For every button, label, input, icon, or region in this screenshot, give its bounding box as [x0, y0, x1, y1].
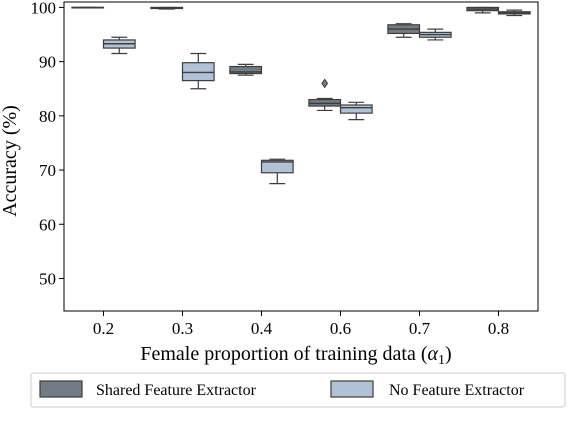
box-shared-feature-extractor-0.6: [308, 78, 342, 112]
axes: 50 60 70 80 90 100 0.2 0.3 0.4 0.6 0.7 0.8: [31, 0, 539, 338]
legend-swatch-shared-feature-extractor: [39, 380, 83, 398]
plot-area: [71, 6, 531, 185]
box-no-feature-extractor-0.7: [418, 28, 452, 41]
axes-frame: [63, 1, 539, 312]
x-tick-label: 0.3: [172, 319, 193, 338]
legend-frame: [30, 372, 566, 408]
box-shared-feature-extractor-0.2: [71, 6, 105, 9]
box-no-feature-extractor-0.3: [181, 52, 215, 90]
box-no-feature-extractor-0.2: [102, 36, 136, 55]
y-tick-label: 80: [39, 107, 56, 126]
x-tick-label: 0.7: [409, 319, 431, 338]
box-no-feature-extractor-0.4: [260, 158, 294, 185]
box-shared-feature-extractor-0.4: [229, 63, 263, 76]
x-axis-title: Female proportion of training data (α1): [140, 343, 451, 368]
x-axis-title-subscript: 1: [438, 353, 445, 368]
box-no-feature-extractor-0.8: [497, 9, 531, 17]
y-tick-label: 60: [39, 215, 56, 234]
legend: Shared Feature Extractor No Feature Extr…: [30, 372, 566, 408]
y-tick-label: 70: [39, 161, 56, 180]
x-axis-title-symbol: α: [427, 343, 438, 365]
legend-swatch-no-feature-extractor: [330, 380, 374, 398]
box-body: [260, 159, 294, 174]
x-tick-label: 0.4: [251, 319, 273, 338]
box-body: [339, 104, 373, 114]
x-tick-label: 0.2: [93, 319, 114, 338]
x-axis-title-text: Female proportion of training data (: [140, 343, 427, 365]
x-tick-label: 0.6: [330, 319, 351, 338]
legend-label-no-feature-extractor: No Feature Extractor: [389, 382, 525, 399]
box-shared-feature-extractor-0.7: [387, 23, 421, 38]
box-body: [181, 62, 215, 82]
box-body: [229, 65, 263, 75]
y-axis-title: Accuracy (%): [0, 105, 21, 217]
outlier-point: [321, 78, 329, 89]
box-shared-feature-extractor-0.8: [466, 6, 500, 14]
legend-label-shared-feature-extractor: Shared Feature Extractor: [96, 382, 257, 399]
x-tick-label: 0.8: [488, 319, 509, 338]
y-tick-label: 90: [39, 53, 56, 72]
y-tick-label: 100: [31, 0, 57, 17]
y-tick-label: 50: [39, 269, 56, 288]
box-no-feature-extractor-0.6: [339, 101, 373, 121]
box-shared-feature-extractor-0.3: [150, 6, 184, 10]
x-axis-title-close: ): [445, 343, 452, 365]
